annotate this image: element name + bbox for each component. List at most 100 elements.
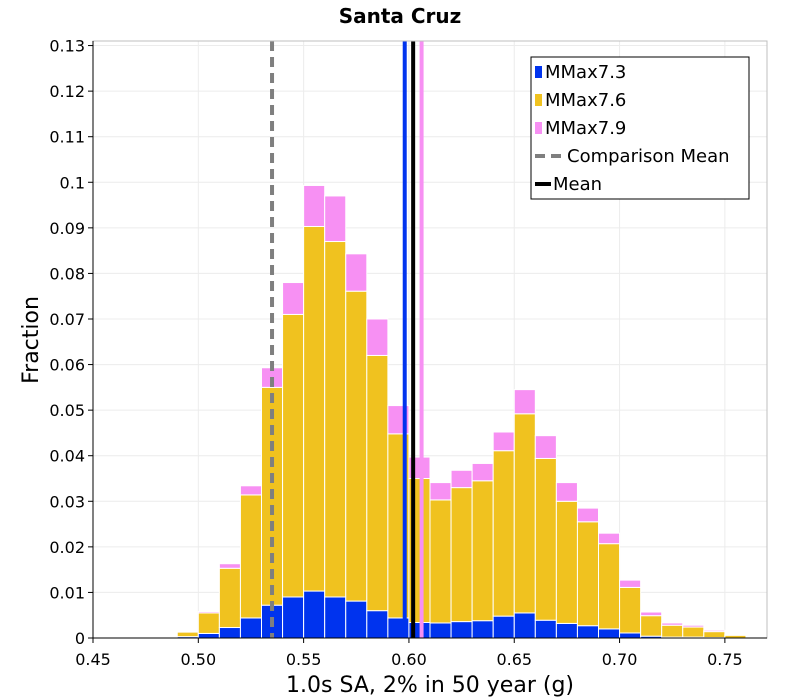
y-tick-label: 0.11 [49,128,85,147]
y-tick-label: 0.08 [49,264,85,283]
bars [155,184,747,639]
y-tick-label: 0.03 [49,492,85,511]
x-axis-title: 1.0s SA, 2% in 50 year (g) [286,673,574,698]
x-tick-label: 0.45 [75,650,111,669]
bar-mmax76 [598,543,621,630]
bar-mmax76 [619,586,642,634]
bar-mmax76 [534,457,557,621]
legend-label: Comparison Mean [567,146,730,167]
legend-label: MMax7.3 [545,62,626,83]
bar-mmax73 [534,619,557,639]
y-axis-title: Fraction [19,296,44,384]
bar-mmax76 [176,631,199,638]
bar-mmax76 [640,615,663,637]
chart-title: Santa Cruz [339,4,462,28]
bar-mmax73 [471,620,494,639]
bar-mmax79 [513,389,536,415]
bar-mmax76 [555,500,578,624]
bar-mmax73 [598,628,621,639]
legend-label: MMax7.9 [545,118,626,139]
bar-mmax79 [324,195,347,243]
bar-mmax73 [492,615,515,639]
reference-lines [270,41,424,638]
bar-mmax79 [598,532,621,545]
bar-mmax79 [640,611,663,617]
bar-mmax79 [534,435,557,459]
bar-mmax73 [513,612,536,639]
x-tick-label: 0.70 [602,650,638,669]
y-tick-label: 0.07 [49,310,85,329]
bar-mmax73 [282,596,305,639]
bar-mmax79 [218,563,241,569]
bar-mmax73 [576,625,599,639]
bar-mmax79 [429,482,452,501]
bar-mmax79 [345,253,368,292]
bar-mmax73 [324,596,347,639]
bar-mmax79 [724,633,747,636]
bar-mmax73 [218,627,241,639]
bar-mmax76 [576,521,599,627]
x-tick-label: 0.60 [391,650,427,669]
bar-mmax76 [345,290,368,602]
bar-mmax79 [303,184,326,227]
bar-mmax79 [576,507,599,523]
y-tick-label: 0.04 [49,447,85,466]
bar-mmax79 [661,622,684,626]
bar-mmax79 [176,630,199,633]
legend-swatch [535,66,542,78]
bar-mmax79 [239,485,262,496]
y-tick-label: 0.12 [49,82,85,101]
y-tick-label: 0 [75,629,85,648]
bar-mmax76 [703,631,726,639]
legend: MMax7.3 MMax7.6 MMax7.9 Comparison Mean Mean [530,56,750,200]
bar-mmax76 [218,567,241,629]
legend-label: Mean [553,174,602,195]
x-tick-label: 0.55 [286,650,322,669]
bar-mmax76 [661,624,684,638]
bar-mmax76 [450,487,473,623]
bar-mmax73 [197,632,220,639]
bar-mmax79 [682,624,705,628]
bar-mmax76 [471,480,494,622]
x-tick-label: 0.50 [181,650,217,669]
x-tick-label: 0.65 [496,650,532,669]
bar-mmax76 [197,612,220,634]
bar-mmax73 [345,600,368,639]
bar-mmax79 [471,462,494,482]
bar-mmax79 [197,611,220,614]
bar-mmax76 [239,494,262,619]
y-tick-label: 0.02 [49,538,85,557]
bar-mmax79 [619,579,642,588]
x-tick-label: 0.75 [707,650,743,669]
bar-mmax76 [303,225,326,592]
legend-label: MMax7.6 [545,90,626,111]
bar-mmax73 [619,632,642,639]
bar-mmax79 [555,482,578,502]
bar-mmax76 [282,313,305,598]
bar-mmax79 [366,318,389,356]
y-tick-label: 0.1 [60,173,85,192]
legend-swatch [535,122,542,134]
y-tick-label: 0.13 [49,37,85,56]
bar-mmax76 [513,413,536,614]
bar-mmax73 [303,590,326,639]
y-tick-label: 0.05 [49,401,85,420]
y-tick-label: 0.06 [49,356,85,375]
bar-mmax73 [239,617,262,639]
bar-mmax76 [324,241,347,598]
bar-mmax76 [492,450,515,617]
y-tick-label: 0.09 [49,219,85,238]
bar-mmax73 [366,610,389,639]
legend-swatch [535,94,542,106]
axes: 0 0.01 0.02 0.03 0.04 0.05 0.06 0.07 0.08 0.09 0.1… [49,37,767,669]
bar-mmax79 [282,282,305,315]
bar-mmax76 [682,626,705,638]
bar-mmax73 [555,622,578,639]
bar-mmax79 [450,469,473,489]
y-tick-label: 0.01 [49,583,85,602]
bar-mmax73 [429,622,452,639]
bar-mmax79 [492,431,515,452]
bar-mmax79 [703,629,726,633]
bar-mmax76 [366,354,389,612]
